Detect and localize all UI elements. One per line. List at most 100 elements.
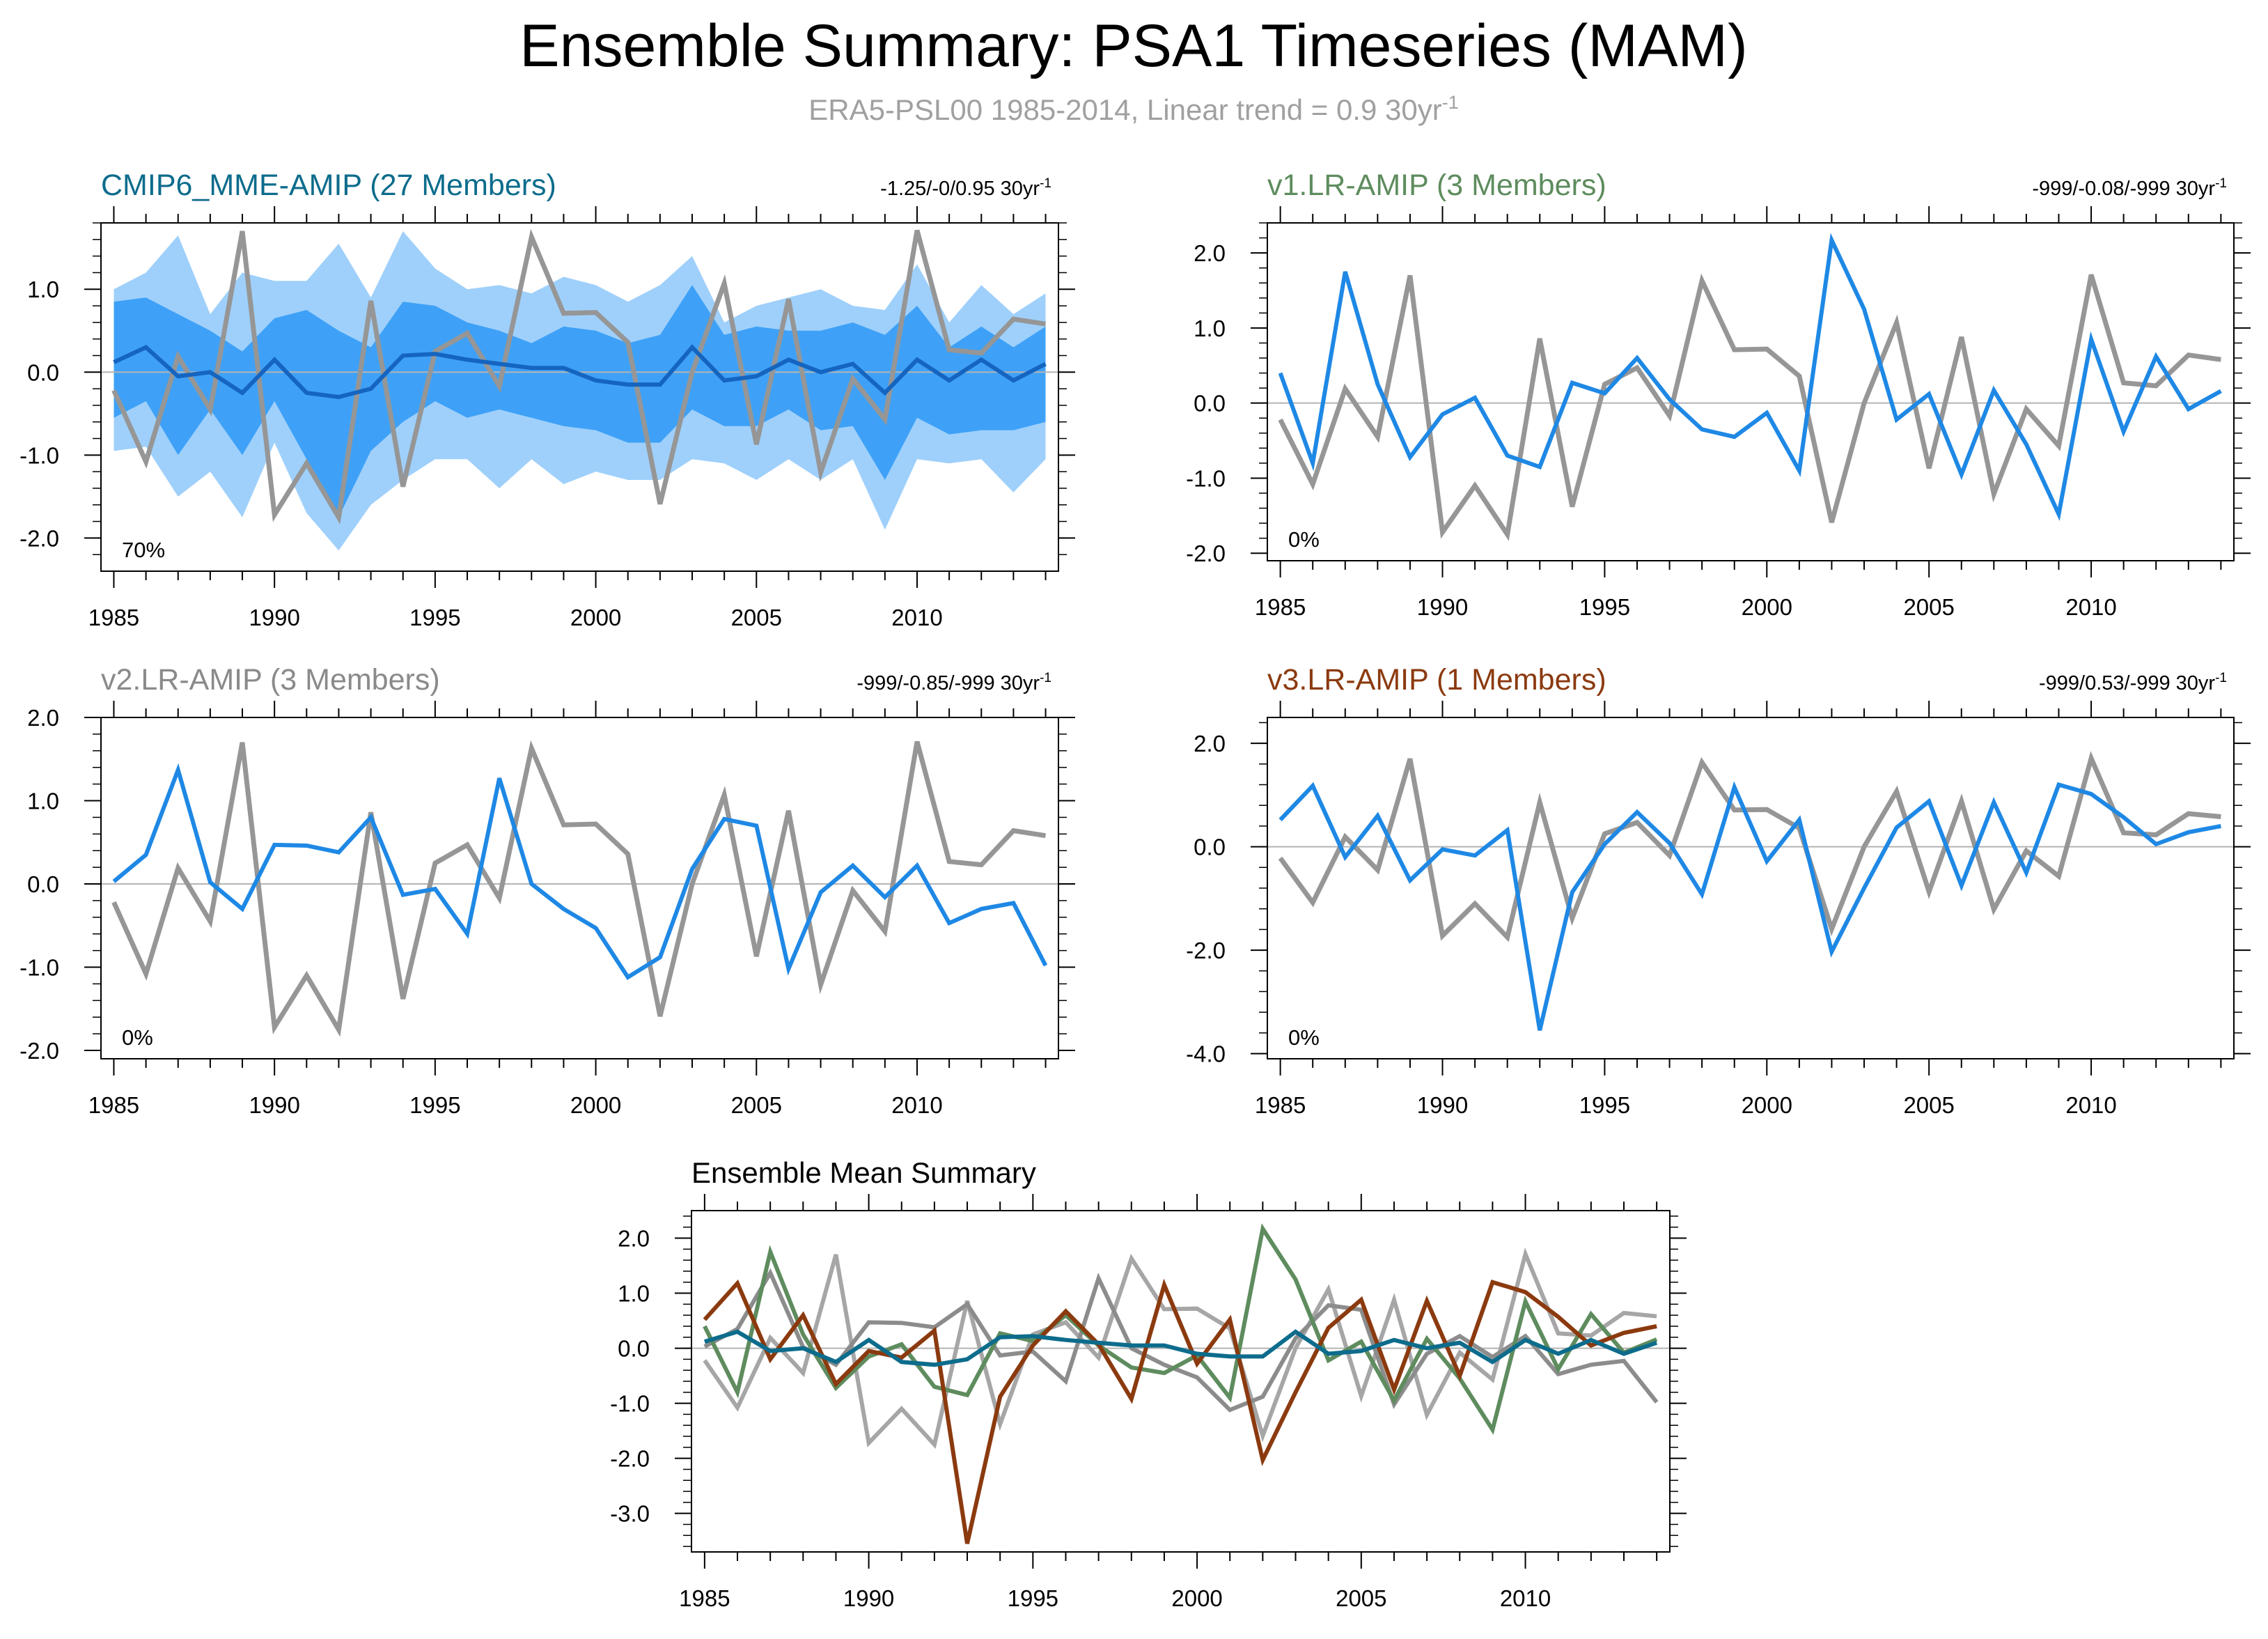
v1-xtick-label: 1985 bbox=[1255, 594, 1306, 620]
v1-title: v1.LR-AMIP (3 Members) bbox=[1267, 169, 1606, 202]
v1-ytick-label: -2.0 bbox=[1186, 541, 1226, 566]
v2-series-v2-lr-amip bbox=[112, 763, 1048, 980]
cmip6-frame bbox=[100, 222, 1059, 572]
v2-ytick-label: 0.0 bbox=[27, 871, 59, 897]
summary-xtick-label: 1990 bbox=[843, 1585, 894, 1611]
v3-trend-sup: -1 bbox=[2215, 671, 2227, 685]
v3-ytick-label: 0.0 bbox=[1194, 834, 1226, 860]
v2-title: v2.LR-AMIP (3 Members) bbox=[101, 663, 440, 697]
v3-xtick-label: 2000 bbox=[1742, 1092, 1792, 1118]
figure-subtitle-sup: -1 bbox=[1442, 92, 1459, 113]
summary-xtick-label: 2000 bbox=[1171, 1585, 1222, 1611]
cmip6-xtick-label: 2000 bbox=[570, 605, 621, 630]
v1-trend-sup: -1 bbox=[2215, 176, 2227, 191]
cmip6-xtick-label: 2005 bbox=[731, 605, 782, 630]
v2-xtick-label: 1995 bbox=[409, 1092, 460, 1118]
v2-ytick-label: 2.0 bbox=[27, 705, 59, 731]
summary-ytick-label: -1.0 bbox=[610, 1391, 650, 1417]
summary-series-v1-lr-amip bbox=[703, 1223, 1658, 1435]
v2-xtick-label: 1990 bbox=[249, 1092, 299, 1118]
v2-xtick-label: 2005 bbox=[731, 1092, 782, 1118]
v2-panel: v2.LR-AMIP (3 Members) -999/-0.85/-999 30… bbox=[19, 663, 1075, 1118]
v1-xtick-label: 2005 bbox=[1903, 594, 1954, 620]
v1-trend-label: -999/-0.08/-999 30yr-1 bbox=[2032, 176, 2227, 200]
v3-title: v3.LR-AMIP (1 Members) bbox=[1267, 663, 1606, 697]
v1-ytick-label: 2.0 bbox=[1194, 240, 1226, 266]
v3-series-v3-lr-amip bbox=[1278, 781, 2221, 1031]
v2-trend-value: -999/-0.85/-999 30yr bbox=[857, 672, 1040, 694]
cmip6-xtick-label: 2010 bbox=[891, 605, 942, 630]
v1-panel: v1.LR-AMIP (3 Members) -999/-0.08/-999 30… bbox=[1186, 169, 2251, 620]
cmip6-trend-label: -1.25/-0/0.95 30yr-1 bbox=[880, 176, 1051, 200]
summary-panel: Ensemble Mean Summary 1985 1990 1995 2000 200… bbox=[610, 1156, 1687, 1611]
summary-ytick-label: -2.0 bbox=[610, 1446, 650, 1472]
v3-xtick-label: 1985 bbox=[1255, 1092, 1306, 1118]
v3-panel: v3.LR-AMIP (1 Members) -999/0.53/-999 30y… bbox=[1186, 663, 2251, 1118]
cmip6-series-cmip6-mme-amip bbox=[113, 344, 1047, 400]
v1-ytick-label: 1.0 bbox=[1194, 316, 1226, 341]
v1-ytick-label: 0.0 bbox=[1194, 391, 1226, 417]
cmip6-title: CMIP6_MME-AMIP (27 Members) bbox=[101, 169, 556, 202]
v1-trend-value: -999/-0.08/-999 30yr bbox=[2032, 178, 2215, 200]
v3-ytick-label: 2.0 bbox=[1194, 731, 1226, 756]
v2-ytick-label: 1.0 bbox=[27, 789, 59, 814]
figure-title: Ensemble Summary: PSA1 Timeseries (MAM) bbox=[519, 13, 1747, 79]
cmip6-ytick-label: -2.0 bbox=[19, 525, 59, 551]
v1-series-v1-lr-amip bbox=[1278, 233, 2222, 521]
summary-ytick-label: -3.0 bbox=[610, 1501, 650, 1527]
summary-xtick-label: 2010 bbox=[1500, 1585, 1551, 1611]
v2-series-era5-psl00 bbox=[111, 740, 1047, 1037]
cmip6-ytick-label: 0.0 bbox=[27, 359, 59, 385]
summary-series-cmip6-mme-amip bbox=[704, 1329, 1658, 1367]
v3-percent-label: 0% bbox=[1288, 1025, 1320, 1050]
summary-ytick-label: 1.0 bbox=[618, 1281, 650, 1307]
v3-xtick-label: 2005 bbox=[1903, 1092, 1954, 1118]
v3-trend-label: -999/0.53/-999 30yr-1 bbox=[2039, 671, 2227, 694]
v2-xtick-label: 2010 bbox=[891, 1092, 942, 1118]
v2-percent-label: 0% bbox=[122, 1025, 153, 1050]
summary-xtick-label: 2005 bbox=[1336, 1585, 1386, 1611]
cmip6-xtick-label: 1990 bbox=[249, 605, 299, 630]
v1-xtick-label: 1995 bbox=[1579, 594, 1630, 620]
v1-xtick-label: 2010 bbox=[2065, 594, 2116, 620]
v3-xtick-label: 1995 bbox=[1579, 1092, 1630, 1118]
summary-xtick-label: 1995 bbox=[1008, 1585, 1058, 1611]
summary-ytick-label: 0.0 bbox=[618, 1336, 650, 1362]
cmip6-trend-value: -1.25/-0/0.95 30yr bbox=[880, 178, 1040, 200]
figure-subtitle: ERA5-PSL00 1985-2014, Linear trend = 0.9… bbox=[808, 92, 1458, 126]
cmip6-ytick-label: -1.0 bbox=[19, 442, 59, 468]
summary-xtick-label: 1985 bbox=[679, 1585, 730, 1611]
figure-subtitle-main: ERA5-PSL00 1985-2014, Linear trend = 0.9… bbox=[808, 93, 1441, 126]
v2-frame bbox=[100, 717, 1059, 1059]
v3-trend-value: -999/0.53/-999 30yr bbox=[2039, 672, 2215, 694]
v3-ytick-label: -2.0 bbox=[1186, 938, 1226, 963]
cmip6-xtick-label: 1995 bbox=[409, 605, 460, 630]
cmip6-trend-sup: -1 bbox=[1040, 176, 1051, 191]
cmip6-percent-label: 70% bbox=[122, 538, 165, 562]
v2-ytick-label: -1.0 bbox=[19, 955, 59, 981]
v1-percent-label: 0% bbox=[1288, 527, 1320, 552]
v1-xtick-label: 1990 bbox=[1417, 594, 1468, 620]
v3-xtick-label: 1990 bbox=[1417, 1092, 1468, 1118]
v2-xtick-label: 1985 bbox=[88, 1092, 139, 1118]
v2-trend-label: -999/-0.85/-999 30yr-1 bbox=[857, 671, 1051, 694]
cmip6-panel: CMIP6_MME-AMIP (27 Members) -1.25/-0/0.95… bbox=[19, 169, 1075, 630]
panels: CMIP6_MME-AMIP (27 Members) -1.25/-0/0.95… bbox=[19, 169, 2251, 1611]
cmip6-ytick-label: 1.0 bbox=[27, 277, 59, 302]
v3-ytick-label: -4.0 bbox=[1186, 1041, 1226, 1067]
summary-title: Ensemble Mean Summary bbox=[691, 1156, 1036, 1189]
summary-series-v3-lr-amip bbox=[703, 1278, 1657, 1544]
summary-series-v2-lr-amip bbox=[703, 1268, 1659, 1413]
v1-xtick-label: 2000 bbox=[1742, 594, 1792, 620]
cmip6-xtick-label: 1985 bbox=[88, 605, 139, 630]
v2-xtick-label: 2000 bbox=[570, 1092, 621, 1118]
v3-xtick-label: 2010 bbox=[2065, 1092, 2116, 1118]
v1-frame bbox=[1267, 222, 2235, 561]
v2-trend-sup: -1 bbox=[1040, 671, 1051, 685]
v3-series-era5-psl00 bbox=[1278, 751, 2221, 942]
v1-ytick-label: -1.0 bbox=[1186, 465, 1226, 491]
v1-series-era5-psl00 bbox=[1278, 273, 2221, 541]
v2-ytick-label: -2.0 bbox=[19, 1038, 59, 1064]
summary-ytick-label: 2.0 bbox=[618, 1226, 650, 1252]
